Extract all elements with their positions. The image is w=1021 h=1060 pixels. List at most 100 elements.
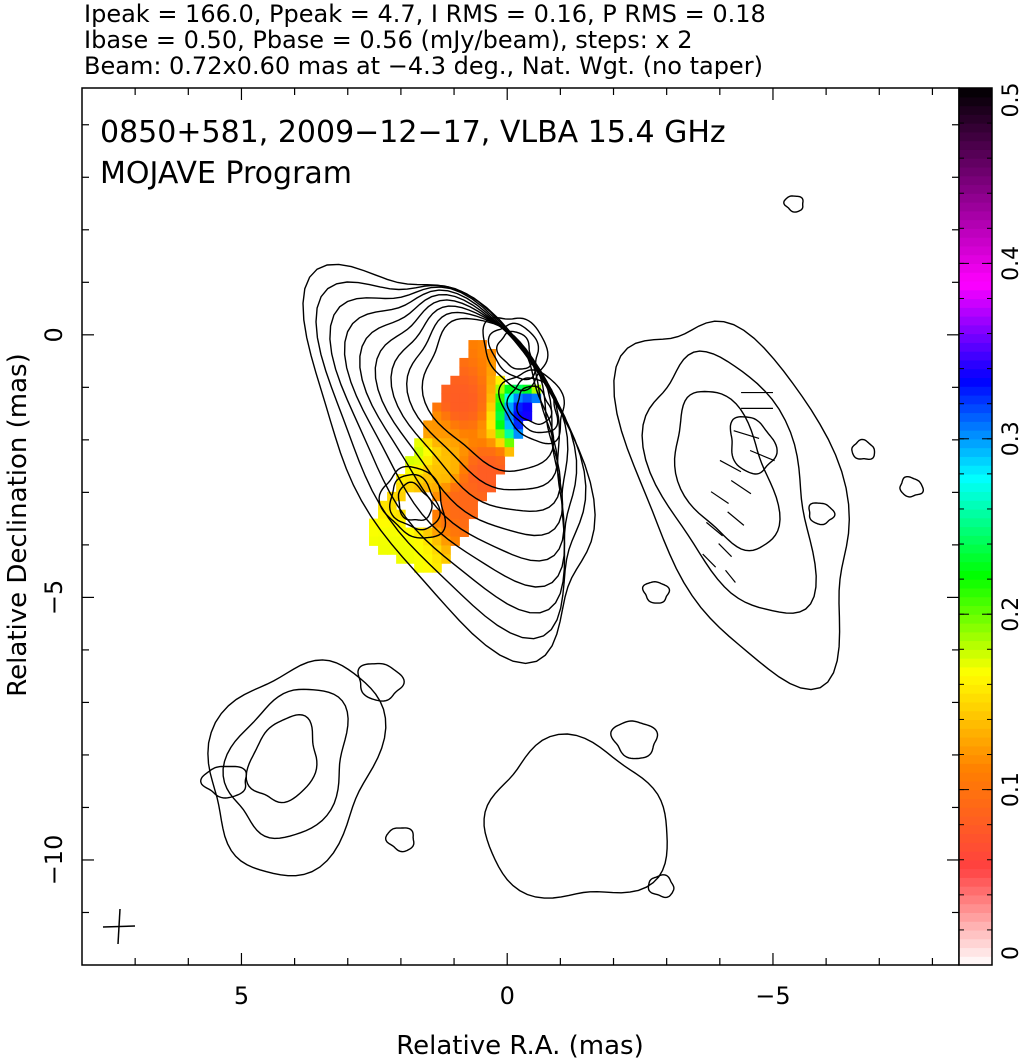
isolated-contour [385,827,415,853]
polarization-cell [468,384,478,395]
polarization-cell [450,393,460,404]
colorbar-tick-label: 0.3 [999,421,1021,456]
polarization-cell [423,447,433,457]
colorbar-cell [959,622,992,633]
colorbar-cell [959,517,992,528]
polarization-cell [432,429,442,439]
colorbar-cell [959,298,992,308]
southeast-contour [199,765,248,799]
colorbar-cell [959,824,992,835]
polarization-cell [468,340,478,350]
polarization-cell [423,456,433,466]
chart-subtitle: MOJAVE Program [100,156,352,191]
colorbar-cell [959,526,992,536]
polarization-cell [378,536,388,546]
polarization-cell [468,509,478,520]
core-contour [397,481,433,522]
southwest-contour [729,415,778,475]
polarization-cell [468,393,478,404]
polarization-cell [432,473,442,484]
polarization-cell [522,411,533,421]
evpa-vector [733,430,760,440]
colorbar-cell [959,710,992,721]
polarization-cell [486,366,497,377]
polarization-cell [414,545,424,555]
polarization-cell [441,536,451,546]
polarization-cell [414,456,424,466]
polarization-cell [441,393,451,404]
polarization-cell [459,482,469,493]
colorbar-cell [959,912,992,922]
colorbar-cell [959,842,992,852]
polarization-cell [387,500,397,511]
x-axis-label: Relative R.A. (mas) [396,1031,643,1060]
polarization-cell [459,518,469,529]
polarization-cell [468,465,478,475]
colorbar-cell [959,780,992,791]
colorbar-cell [959,149,992,159]
colorbar-cell [959,140,992,150]
polarization-cell [441,420,451,430]
colorbar-cell [959,693,992,703]
polarization-cell [450,473,460,484]
colorbar-cell [959,491,992,501]
polarization-cell [432,420,442,430]
colorbar-cell [959,342,992,352]
polarization-cell [495,402,506,412]
polarization-cell [450,527,460,537]
colorbar-cell [959,701,992,712]
isolated-contour [647,874,675,899]
polarization-cell [504,402,515,412]
jet-contour [390,305,562,513]
polarization-cell [486,482,497,493]
polarization-cell [423,473,433,484]
polarization-cell [468,375,478,386]
colorbar-tick-label: 0.2 [999,597,1021,632]
isolated-contour [851,438,876,460]
colorbar-cell [959,316,992,326]
polarization-cell [441,411,451,421]
polarization-cell [396,518,406,529]
polarization-cell [405,545,415,555]
polarization-cell [441,509,451,520]
polarization-cell [459,473,469,484]
core-contour [482,317,549,392]
isolated-contour [899,476,924,498]
polarization-cell [459,509,469,520]
colorbar-cell [959,193,992,203]
polarization-cell [441,402,451,412]
polarization-cell [513,402,524,412]
colorbar-cell [959,745,992,756]
southeast-contour [222,688,349,840]
polarization-cell [441,447,451,457]
jet-contour [315,281,587,640]
core-contour [388,473,441,531]
polarization-cell [432,536,442,546]
polarization-cell [522,393,533,404]
polarization-cell [450,411,460,421]
polarization-cell [459,420,469,430]
polarization-cell [441,491,451,502]
colorbar-cell [959,123,992,133]
polarization-cell [450,375,460,386]
polarization-cell [495,411,506,421]
colorbar-cell [959,175,992,186]
southwest-contour [641,350,817,614]
polarization-cell [369,518,379,529]
y-tick-label: −5 [40,580,68,615]
polarization-cell [513,411,524,421]
polarization-cell [423,554,433,564]
colorbar-cell [959,421,992,431]
polarization-cell [423,482,433,493]
colorbar-cell [959,333,992,343]
x-tick-label: 0 [500,982,515,1010]
colorbar-ticks [959,87,992,966]
colorbar-cell [959,447,992,457]
jet-contour [421,317,555,473]
polarization-cell [504,411,515,421]
polarization-cell [477,473,487,484]
polarization-cell [432,465,442,475]
polarization-cell [450,536,460,546]
polarization-cell [459,465,469,475]
polarization-cell [414,536,424,546]
